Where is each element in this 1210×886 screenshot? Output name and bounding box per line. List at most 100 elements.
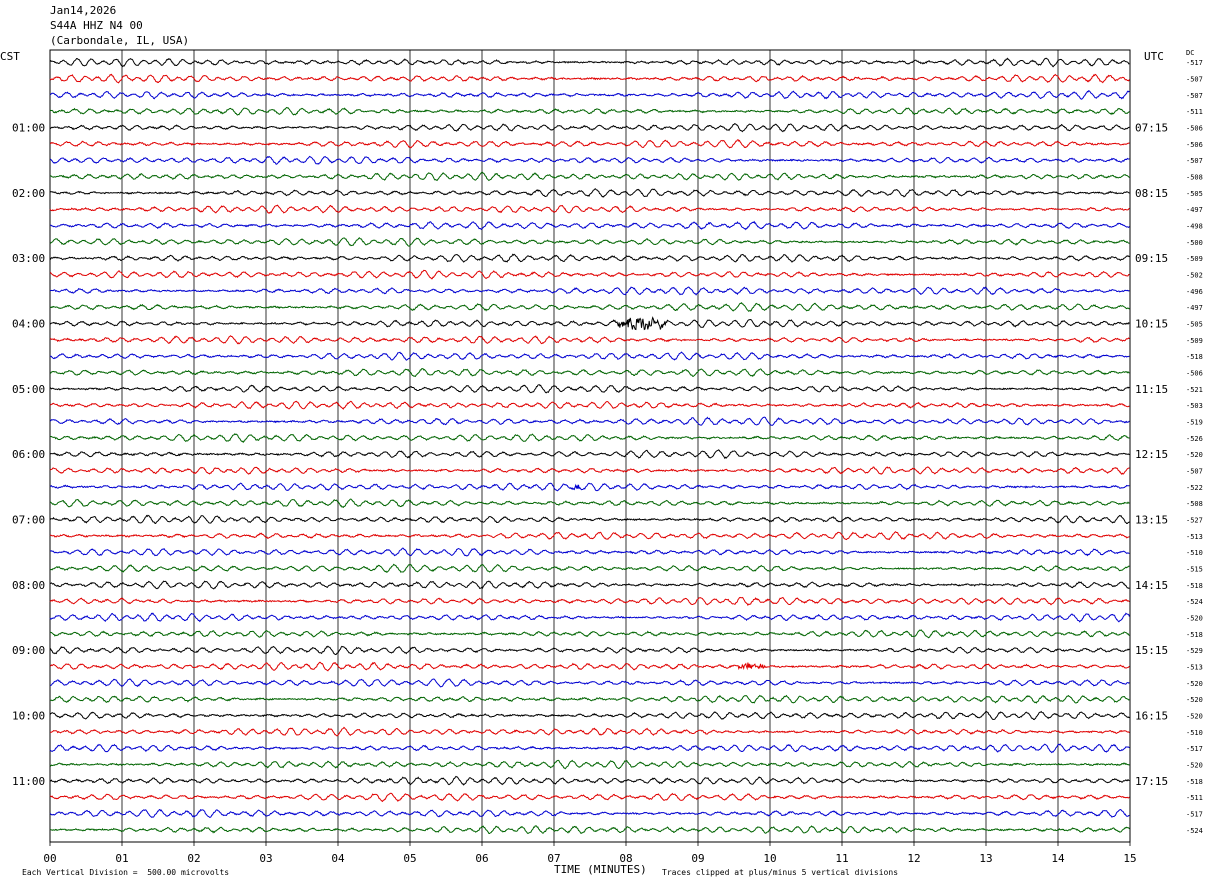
trace-line xyxy=(49,155,1130,165)
trace-line xyxy=(49,106,1130,116)
footer-clip-note: Traces clipped at plus/minus 5 vertical … xyxy=(662,868,899,877)
dc-offset-label: -520 xyxy=(1186,761,1203,769)
dc-offset-label: -517 xyxy=(1186,810,1203,818)
trace-line xyxy=(49,416,1130,426)
left-time-label: 07:00 xyxy=(12,513,45,526)
x-tick-label: 03 xyxy=(259,852,272,865)
dc-offset-label: -508 xyxy=(1186,174,1203,182)
trace-line xyxy=(49,286,1130,296)
dc-offset-label: -520 xyxy=(1186,696,1203,704)
dc-offset-label: -508 xyxy=(1186,500,1203,508)
x-tick-labels: 00 01 02 03 04 05 06 07 08 09 10 11 12 13 14 15 xyxy=(43,852,1136,865)
trace-line xyxy=(49,204,1130,214)
trace-line xyxy=(49,171,1130,182)
trace-line xyxy=(49,90,1130,100)
dc-offset-label: -519 xyxy=(1186,419,1203,427)
left-time-labels: 01:00 02:00 03:00 04:00 05:00 06:00 07:00 08:00… xyxy=(12,122,45,788)
dc-header-label: DC xyxy=(1186,49,1195,57)
trace-line xyxy=(49,743,1130,754)
dc-offset-label: -505 xyxy=(1186,321,1203,329)
trace-line xyxy=(49,316,1130,331)
right-time-label: 13:15 xyxy=(1135,513,1168,526)
trace-line xyxy=(49,563,1130,573)
right-time-label: 09:15 xyxy=(1135,252,1168,265)
dc-offset-label: -505 xyxy=(1186,190,1203,198)
left-time-label: 11:00 xyxy=(12,775,45,788)
trace-line xyxy=(49,400,1130,410)
dc-offset-label: -520 xyxy=(1186,680,1203,688)
right-time-label: 10:15 xyxy=(1135,318,1168,331)
trace-line xyxy=(49,775,1130,786)
x-tick-label: 09 xyxy=(691,852,704,865)
trace-line xyxy=(49,220,1130,231)
dc-offset-label: -517 xyxy=(1186,59,1203,67)
left-time-label: 06:00 xyxy=(12,448,45,461)
left-time-label: 08:00 xyxy=(12,579,45,592)
dc-offset-label: -527 xyxy=(1186,516,1203,524)
trace-line xyxy=(49,694,1130,704)
trace-line xyxy=(49,629,1130,639)
dc-offset-label: -524 xyxy=(1186,598,1203,606)
trace-line xyxy=(49,596,1130,607)
trace-line xyxy=(49,466,1130,475)
x-tick-label: 01 xyxy=(115,852,128,865)
right-time-label: 07:15 xyxy=(1135,122,1168,135)
dc-offset-label: -513 xyxy=(1186,663,1203,671)
trace-line xyxy=(49,514,1130,525)
trace-line xyxy=(49,710,1130,721)
dc-offset-label: -518 xyxy=(1186,353,1203,361)
trace-line xyxy=(50,139,1130,149)
dc-offset-label: -522 xyxy=(1186,484,1203,492)
trace-line xyxy=(49,661,1130,672)
dc-offset-label: -524 xyxy=(1186,827,1203,835)
dc-offset-label: -517 xyxy=(1186,745,1203,753)
footer-scale-note: Each Vertical Division = 500.00 microvol… xyxy=(22,868,230,877)
dc-offset-label: -510 xyxy=(1186,549,1203,557)
right-time-labels: 07:15 08:15 09:15 10:15 11:15 12:15 13:15 14:15… xyxy=(1135,122,1168,788)
dc-offset-label: -515 xyxy=(1186,565,1203,573)
x-tick-label: 11 xyxy=(835,852,848,865)
dc-offset-label: -518 xyxy=(1186,631,1203,639)
dc-offset-label: -529 xyxy=(1186,647,1203,655)
x-axis-label: TIME (MINUTES) xyxy=(554,863,647,876)
dc-offset-label: -526 xyxy=(1186,435,1203,443)
dc-offset-label: -518 xyxy=(1186,778,1203,786)
trace-line xyxy=(49,482,1130,492)
trace-line xyxy=(49,792,1130,803)
trace-line xyxy=(49,253,1130,263)
left-timezone-label: CST xyxy=(0,50,20,63)
right-time-label: 16:15 xyxy=(1135,709,1168,722)
x-tick-label: 10 xyxy=(763,852,776,865)
right-timezone-label: UTC xyxy=(1144,50,1164,63)
dc-offset-label: -506 xyxy=(1186,370,1203,378)
x-tick-label: 06 xyxy=(475,852,488,865)
trace-line xyxy=(49,498,1130,509)
dc-offset-label: -507 xyxy=(1186,92,1203,100)
trace-line xyxy=(49,531,1130,541)
dc-offset-label: -511 xyxy=(1186,108,1203,116)
dc-offset-label: -500 xyxy=(1186,239,1203,247)
dc-offset-label: -513 xyxy=(1186,533,1203,541)
dc-offset-label: -510 xyxy=(1186,729,1203,737)
trace-line xyxy=(49,269,1130,280)
x-tick-label: 14 xyxy=(1051,852,1065,865)
dc-offset-label: -509 xyxy=(1186,337,1203,345)
header-station: S44A HHZ N4 00 xyxy=(50,19,143,32)
dc-offset-label: -520 xyxy=(1186,712,1203,720)
dc-offset-label: -507 xyxy=(1186,467,1203,475)
trace-line xyxy=(49,123,1130,133)
trace-line xyxy=(49,825,1130,834)
right-time-label: 08:15 xyxy=(1135,187,1168,200)
trace-line xyxy=(49,73,1130,84)
x-tick-label: 04 xyxy=(331,852,345,865)
left-time-label: 04:00 xyxy=(12,318,45,331)
right-time-label: 15:15 xyxy=(1135,644,1168,657)
dc-offset-label: -506 xyxy=(1186,125,1203,133)
x-tick-label: 07 xyxy=(547,852,560,865)
trace-line xyxy=(49,237,1130,247)
trace-line xyxy=(49,547,1130,557)
trace-line xyxy=(49,188,1130,198)
trace-line xyxy=(49,726,1130,737)
header-location: (Carbondale, IL, USA) xyxy=(50,34,190,47)
